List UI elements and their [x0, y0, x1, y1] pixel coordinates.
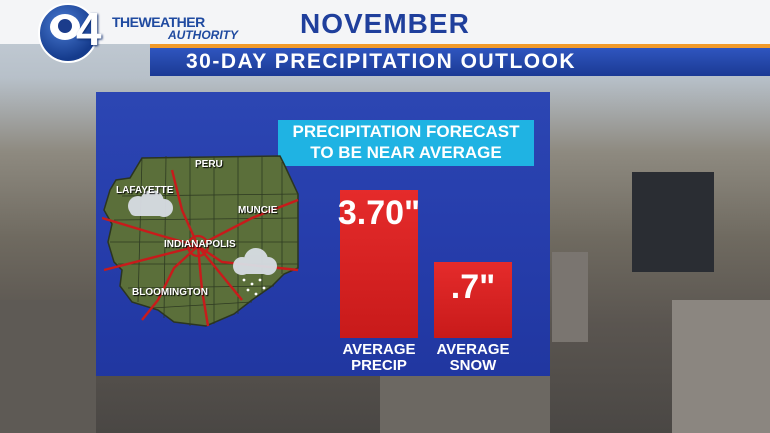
city-label-peru: PERU [195, 159, 223, 170]
forecast-line2: TO BE NEAR AVERAGE [310, 143, 502, 162]
precip-label-line1: AVERAGE [342, 341, 416, 358]
snow-value: .7" [450, 268, 496, 306]
forecast-text: PRECIPITATION FORECAST TO BE NEAR AVERAG… [278, 121, 534, 163]
station-number: 4 [76, 3, 102, 55]
brand-line2: AUTHORITY [168, 28, 238, 42]
precip-label-line2: PRECIP [351, 357, 407, 374]
snow-icon [242, 278, 266, 296]
city-label-muncie: MUNCIE [238, 205, 278, 216]
city-label-bloomington: BLOOMINGTON [132, 287, 208, 298]
snow-bar [434, 262, 512, 338]
skyline-building [380, 376, 550, 433]
header-bar [0, 0, 770, 44]
forecast-callout [278, 120, 534, 166]
page-subtitle: 30-DAY PRECIPITATION OUTLOOK [186, 50, 577, 73]
precip-label: AVERAGE PRECIP [326, 342, 432, 374]
snow-label-line1: AVERAGE [436, 341, 510, 358]
skyline-building [552, 252, 588, 342]
accent-stripe [150, 44, 770, 48]
dark-tower-building [632, 172, 714, 272]
skyline-building [672, 300, 770, 433]
skyline-building [0, 300, 96, 433]
cloud-icon [128, 190, 173, 217]
page-title: NOVEMBER [300, 8, 470, 39]
cbs-eye-pupil [58, 19, 72, 33]
forecast-line1: PRECIPITATION FORECAST [292, 122, 520, 141]
indiana-map [102, 155, 299, 327]
precip-value: 3.70" [337, 194, 421, 232]
precip-bar [340, 190, 418, 338]
indianapolis-marker [186, 234, 210, 258]
cbs-logo [38, 3, 98, 63]
city-label-indianapolis: INDIANAPOLIS [164, 239, 236, 250]
city-label-lafayette: LAFAYETTE [116, 185, 174, 196]
brand-line1: THEWEATHER [112, 14, 205, 30]
subtitle-bar [150, 48, 770, 76]
cloud-icon [233, 248, 277, 275]
snow-label-line2: SNOW [449, 357, 497, 374]
snow-label: AVERAGE SNOW [420, 342, 526, 374]
